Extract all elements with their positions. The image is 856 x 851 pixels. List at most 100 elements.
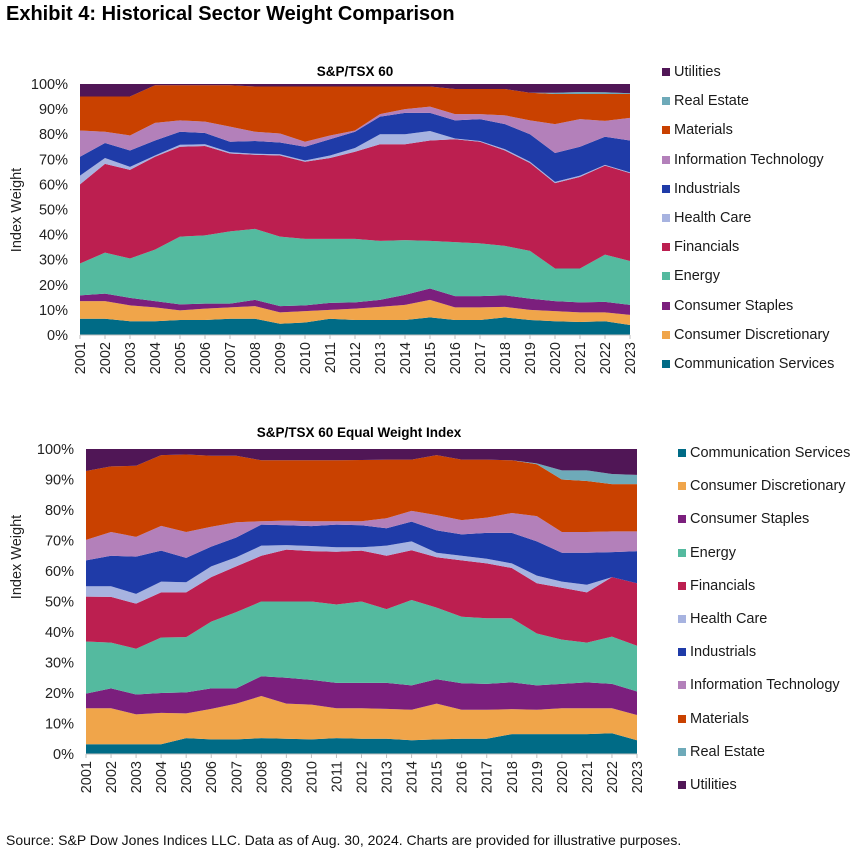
y-tick-label: 20% bbox=[39, 278, 68, 294]
legend-item-health-care: Health Care bbox=[662, 210, 751, 226]
x-tick-label: 2016 bbox=[455, 761, 471, 793]
legend-swatch bbox=[662, 68, 670, 76]
source-footnote: Source: S&P Dow Jones Indices LLC. Data … bbox=[6, 832, 682, 848]
legend-item-utilities: Utilities bbox=[678, 777, 737, 793]
y-tick-label: 70% bbox=[45, 534, 74, 550]
x-tick-label: 2015 bbox=[430, 761, 446, 793]
legend-item-information-technology: Information Technology bbox=[662, 152, 824, 168]
x-tick-label: 2008 bbox=[248, 342, 264, 374]
y-tick-label: 30% bbox=[39, 253, 68, 269]
y-tick-label: 40% bbox=[45, 625, 74, 641]
x-tick-label: 2003 bbox=[129, 761, 145, 793]
x-tick-label: 2013 bbox=[373, 342, 389, 374]
x-tick-label: 2021 bbox=[573, 342, 589, 374]
x-tick-label: 2009 bbox=[279, 761, 295, 793]
legend-swatch bbox=[678, 615, 686, 623]
y-tick-label: 90% bbox=[39, 102, 68, 118]
y-axis: 0% 10% 20% 30% 40% 50% 60% 70% 80% 90% 100% bbox=[31, 77, 68, 344]
x-tick-label: 2023 bbox=[630, 761, 646, 793]
legend-label: Health Care bbox=[690, 611, 768, 627]
area-health-care bbox=[86, 541, 637, 604]
area-industrials bbox=[86, 521, 637, 594]
area-financials bbox=[86, 549, 637, 649]
legend-swatch bbox=[678, 714, 686, 723]
area-energy bbox=[86, 599, 637, 695]
area-communication-services bbox=[80, 317, 630, 335]
legend-swatch bbox=[662, 272, 670, 281]
legend-item-industrials: Industrials bbox=[678, 644, 756, 660]
area-health-care bbox=[80, 130, 630, 185]
x-tick-label: 2012 bbox=[355, 761, 371, 793]
x-tick-label: 2005 bbox=[173, 342, 189, 374]
x-tick-label: 2005 bbox=[179, 761, 195, 793]
y-axis-label: Index Weight bbox=[9, 515, 25, 599]
legend-swatch bbox=[662, 214, 670, 222]
legend-swatch bbox=[662, 243, 670, 252]
y-tick-label: 40% bbox=[39, 228, 68, 244]
legend-item-financials: Financials bbox=[678, 578, 755, 594]
legend-label: Information Technology bbox=[690, 677, 840, 694]
legend-label: Consumer Staples bbox=[674, 297, 794, 314]
x-tick-label: 2019 bbox=[530, 761, 546, 793]
legend-item-health-care: Health Care bbox=[678, 611, 767, 627]
legend-swatch bbox=[678, 648, 686, 657]
legend-label: Financials bbox=[674, 239, 740, 256]
y-tick-label: 80% bbox=[45, 503, 74, 519]
y-tick-label: 100% bbox=[37, 442, 74, 458]
legend-item-energy: Energy bbox=[662, 268, 720, 284]
y-tick-label: 0% bbox=[47, 328, 68, 344]
y-tick-label: 50% bbox=[39, 203, 68, 219]
x-tick-label: 2017 bbox=[473, 342, 489, 374]
legend-label: Real Estate bbox=[674, 93, 749, 110]
legend-item-financials: Financials bbox=[662, 239, 739, 255]
x-tick-label: 2010 bbox=[304, 761, 320, 793]
x-axis: 2001 2002 2003 2004 2005 2006 2007 2008 2009 2010… bbox=[73, 334, 639, 374]
chart-sp-tsx-60: S&P/TSX 60 Index Weight 0% 10% 20% 30% 40% 50… bbox=[9, 64, 639, 374]
x-tick-label: 2001 bbox=[73, 342, 89, 374]
legend-swatch bbox=[662, 155, 670, 164]
legend-item-real-estate: Real Estate bbox=[662, 93, 749, 109]
y-tick-label: 60% bbox=[45, 564, 74, 580]
x-tick-label: 2021 bbox=[580, 761, 596, 793]
area-consumer-staples bbox=[80, 288, 630, 315]
legend-swatch bbox=[662, 330, 670, 339]
x-tick-label: 2007 bbox=[223, 342, 239, 374]
x-tick-label: 2017 bbox=[480, 761, 496, 793]
legend-label: Energy bbox=[674, 268, 720, 285]
y-tick-label: 60% bbox=[39, 177, 68, 193]
x-tick-label: 2006 bbox=[204, 761, 220, 793]
x-tick-label: 2008 bbox=[254, 761, 270, 793]
area-industrials bbox=[80, 112, 630, 182]
legend-label: Consumer Discretionary bbox=[674, 326, 830, 343]
legend-swatch bbox=[662, 126, 670, 135]
legend-label: Utilities bbox=[690, 777, 737, 793]
x-tick-label: 2014 bbox=[405, 761, 421, 793]
y-tick-label: 50% bbox=[45, 595, 74, 611]
y-tick-label: 70% bbox=[39, 152, 68, 168]
legend-swatch bbox=[678, 515, 686, 524]
x-tick-label: 2018 bbox=[505, 761, 521, 793]
legend-label: Communication Services bbox=[690, 445, 851, 461]
area-layers bbox=[86, 449, 637, 754]
area-layers bbox=[80, 84, 630, 335]
y-tick-label: 80% bbox=[39, 127, 68, 143]
area-energy bbox=[80, 228, 630, 307]
y-tick-label: 90% bbox=[45, 473, 74, 489]
x-tick-label: 2010 bbox=[298, 342, 314, 374]
y-tick-label: 0% bbox=[53, 747, 74, 763]
legend-item-communication-services: Communication Services bbox=[662, 356, 834, 372]
x-tick-label: 2023 bbox=[623, 342, 639, 374]
x-tick-label: 2020 bbox=[555, 761, 571, 793]
area-information-technology bbox=[80, 106, 630, 157]
area-communication-services bbox=[86, 733, 637, 754]
x-tick-label: 2015 bbox=[423, 342, 439, 374]
x-tick-label: 2013 bbox=[380, 761, 396, 793]
legend-item-consumer-discretionary: Consumer Discretionary bbox=[678, 478, 846, 494]
legend-label: Industrials bbox=[674, 180, 741, 197]
legend-item-consumer-discretionary: Consumer Discretionary bbox=[662, 327, 830, 343]
legend-swatch bbox=[662, 301, 670, 310]
x-tick-label: 2016 bbox=[448, 342, 464, 374]
legend-swatch bbox=[678, 482, 686, 491]
legend-item-materials: Materials bbox=[662, 122, 733, 138]
page-title: Exhibit 4: Historical Sector Weight Comp… bbox=[6, 3, 455, 25]
